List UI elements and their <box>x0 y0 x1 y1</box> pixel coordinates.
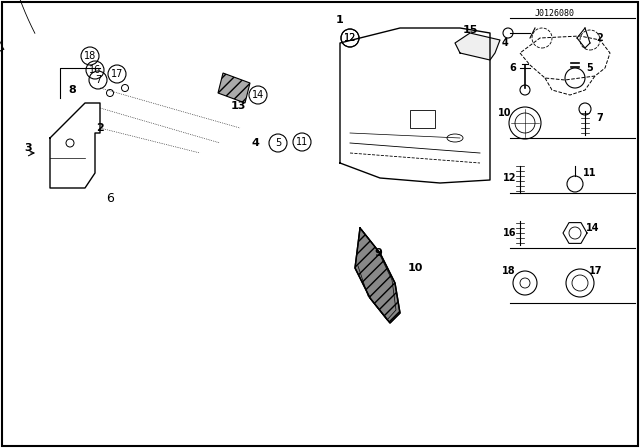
Text: 5: 5 <box>587 63 593 73</box>
Text: 12: 12 <box>344 33 356 43</box>
Text: 3: 3 <box>24 143 32 153</box>
Text: 11: 11 <box>296 137 308 147</box>
Text: 1: 1 <box>336 15 344 25</box>
Text: 11: 11 <box>583 168 596 178</box>
Text: 10: 10 <box>499 108 512 118</box>
Text: 7: 7 <box>596 113 604 123</box>
Text: 14: 14 <box>586 223 600 233</box>
Text: 2: 2 <box>96 123 104 133</box>
Polygon shape <box>218 73 250 103</box>
Text: 15: 15 <box>462 25 477 35</box>
Text: 16: 16 <box>89 65 101 75</box>
Text: 12: 12 <box>344 33 356 43</box>
Text: 12: 12 <box>503 173 516 183</box>
Text: 14: 14 <box>252 90 264 100</box>
Text: 5: 5 <box>275 138 281 148</box>
Text: 9: 9 <box>374 248 382 258</box>
Polygon shape <box>355 228 400 323</box>
Text: 6: 6 <box>106 191 114 204</box>
Text: 7: 7 <box>95 75 101 85</box>
Text: 8: 8 <box>68 85 76 95</box>
Text: 18: 18 <box>84 51 96 61</box>
Text: 4: 4 <box>251 138 259 148</box>
Bar <box>410 110 435 128</box>
Polygon shape <box>455 33 500 60</box>
Text: 4: 4 <box>502 38 508 48</box>
Text: J0126080: J0126080 <box>535 9 575 17</box>
Text: 10: 10 <box>407 263 422 273</box>
Text: 6: 6 <box>509 63 516 73</box>
Text: 17: 17 <box>111 69 123 79</box>
Text: 17: 17 <box>589 266 603 276</box>
Text: 16: 16 <box>503 228 516 238</box>
Text: 18: 18 <box>502 266 516 276</box>
Text: 13: 13 <box>230 101 246 111</box>
Text: 2: 2 <box>596 33 604 43</box>
